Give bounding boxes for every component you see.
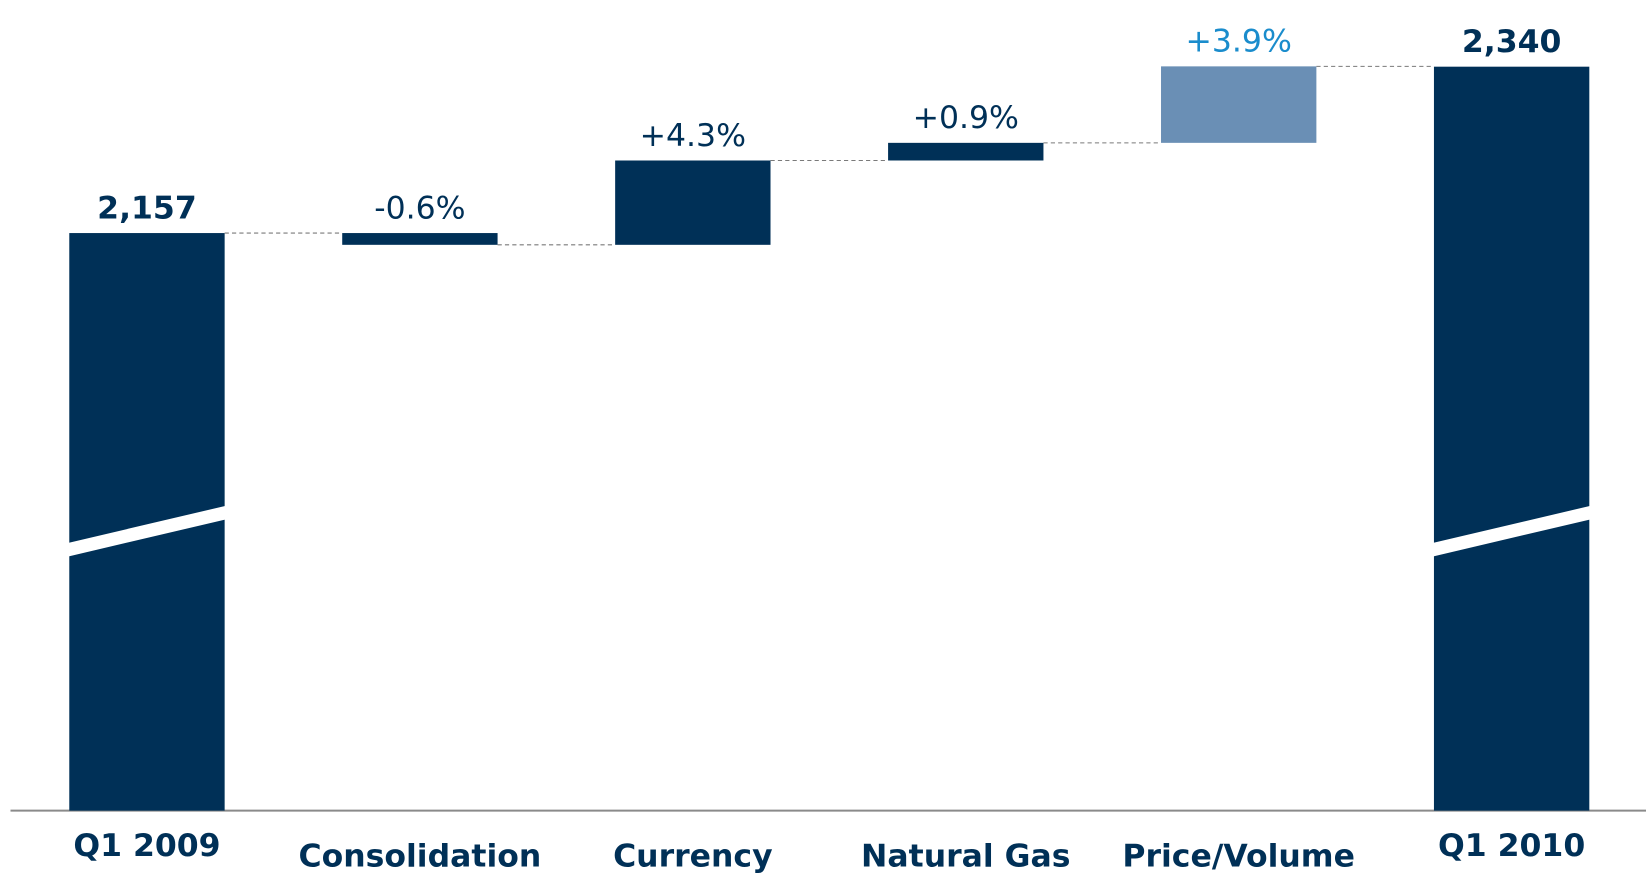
bar xyxy=(888,142,1044,161)
value-label: +4.3% xyxy=(640,118,746,154)
x-tick-label: Consolidation xyxy=(299,838,542,874)
x-tick-label: Price/Volume xyxy=(1122,838,1355,874)
bar xyxy=(615,160,771,245)
x-tick-label: Natural Gas xyxy=(861,838,1070,874)
x-tick-label: Currency xyxy=(613,838,773,874)
value-label: 2,340 xyxy=(1462,24,1562,60)
x-tick-label: Q1 2009 xyxy=(73,828,220,864)
bar xyxy=(1433,66,1590,811)
axis-break xyxy=(54,504,238,559)
value-label: +0.9% xyxy=(913,100,1019,136)
axis-break xyxy=(1419,504,1602,559)
bar xyxy=(342,233,498,245)
value-label: -0.6% xyxy=(374,190,465,226)
value-label: +3.9% xyxy=(1186,24,1292,60)
value-label: 2,157 xyxy=(97,190,197,226)
x-tick-label: Q1 2010 xyxy=(1438,828,1585,864)
bar xyxy=(1161,66,1317,143)
